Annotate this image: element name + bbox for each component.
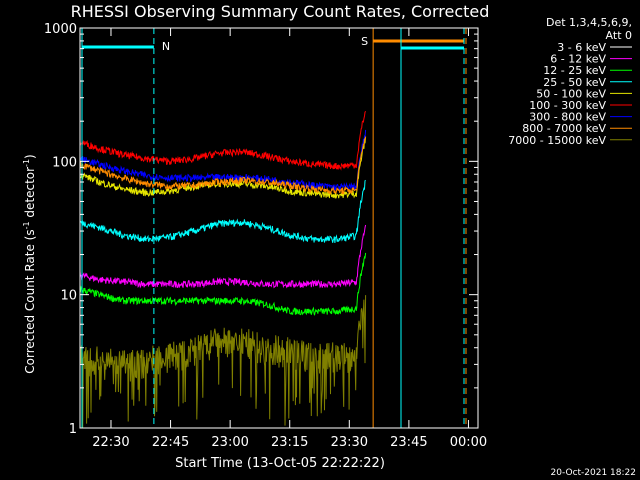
series-line [79,252,367,316]
x-tick-label: 23:45 [390,435,427,450]
x-tick-label: 23:30 [331,435,368,450]
series-line [79,224,367,289]
x-tick-label: 00:00 [450,435,487,450]
series-line [79,136,367,195]
series-line [79,110,367,171]
x-tick-label: 23:00 [211,435,248,450]
legend-label: 800 - 7000 keV [522,122,606,135]
x-tick-label: 22:30 [92,435,129,450]
legend-label: 100 - 300 keV [529,99,606,112]
legend-label: 25 - 50 keV [543,76,606,89]
legend-label: 300 - 800 keV [529,111,606,124]
series-line [79,179,366,243]
series-line [79,129,367,191]
north-label: N [162,40,170,53]
date-annotation: 20-Oct-2021 18:22 [551,468,636,478]
legend-label: 3 - 6 keV [557,41,606,54]
legend-label: 7000 - 15000 keV [508,134,606,147]
legend-header-2: Att 0 [606,29,632,42]
y-tick-label: 100 [52,155,77,170]
x-tick-label: 23:15 [271,435,308,450]
y-tick-label: 10 [60,289,77,304]
chart-title: RHESSI Observing Summary Count Rates, Co… [71,2,490,21]
y-axis-label: Corrected Count Rate (s-1 detector-1) [22,154,37,373]
y-tick-label: 1 [69,422,77,437]
legend-label: 12 - 25 keV [543,64,606,77]
y-tick-label: 1000 [44,22,77,37]
legend-label: 6 - 12 keV [550,53,606,66]
plot-frame [79,27,479,429]
x-axis-label: Start Time (13-Oct-05 22:22:22) [175,456,385,471]
south-label: S [361,35,368,48]
legend-header-1: Det 1,3,4,5,6,9, [546,16,632,29]
legend-label: 50 - 100 keV [536,87,606,100]
series-line [79,295,367,428]
x-tick-label: 22:45 [152,435,189,450]
